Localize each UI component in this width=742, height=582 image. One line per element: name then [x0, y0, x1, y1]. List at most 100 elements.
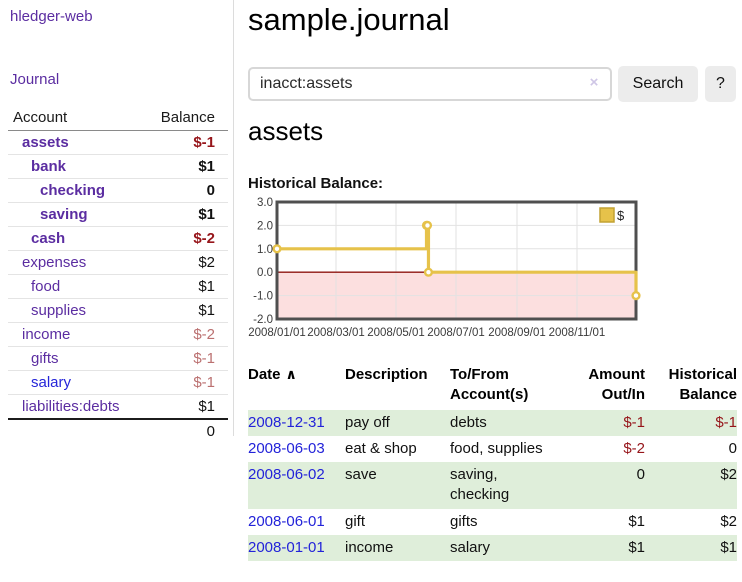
sidebar-item-journal[interactable]: Journal	[10, 71, 60, 88]
transaction-date-link[interactable]: 2008-06-03	[248, 439, 325, 457]
transaction-amount: 0	[636, 466, 645, 483]
account-row: bank $1	[8, 155, 228, 179]
sidebar-account-expenses[interactable]: expenses	[22, 254, 87, 271]
register-table: Date ∧ Description To/From Account(s) Amo…	[248, 363, 737, 561]
transaction-date-link[interactable]: 2008-01-01	[248, 538, 325, 556]
svg-text:-1.0: -1.0	[253, 291, 273, 303]
account-heading: assets	[248, 116, 324, 146]
svg-text:2008/03/01: 2008/03/01	[307, 327, 365, 339]
sidebar-account-income[interactable]: income	[22, 326, 71, 343]
account-balance: $-1	[193, 134, 215, 151]
register-row: 2008-12-31 pay off debts $-1 $-1	[248, 409, 737, 436]
accounts-table-header: Account Balance	[8, 106, 228, 131]
column-header-description: Description	[345, 366, 428, 383]
register-header-row: Date ∧ Description To/From Account(s) Amo…	[248, 363, 737, 410]
accounts-table: Account Balance assets $-1 bank $1 checking 0…	[8, 106, 228, 443]
account-balance: $-1	[193, 350, 215, 367]
search-form: × Search ?	[248, 66, 737, 102]
chart-title: Historical Balance:	[248, 175, 384, 192]
account-balance: $2	[198, 254, 215, 271]
svg-text:2008/07/01: 2008/07/01	[427, 327, 485, 339]
transaction-description: pay off	[345, 413, 390, 431]
column-header-amount: Amount Out/In	[588, 366, 645, 404]
transaction-description: gift	[345, 512, 366, 530]
accounts-total-row: 0	[8, 418, 228, 443]
sidebar-account-supplies[interactable]: supplies	[31, 302, 87, 319]
sidebar-account-liabilities-debts[interactable]: liabilities:debts	[22, 398, 120, 415]
svg-text:-2.0: -2.0	[253, 314, 273, 326]
transaction-description: income	[345, 538, 394, 556]
account-balance: $1	[198, 398, 215, 415]
account-row: saving $1	[8, 203, 228, 227]
transaction-historical-balance: $2	[720, 466, 737, 483]
sidebar-account-gifts[interactable]: gifts	[31, 350, 59, 367]
account-balance: $1	[198, 302, 215, 319]
search-button[interactable]: Search	[618, 66, 698, 102]
account-balance: $-2	[193, 230, 215, 247]
sidebar-account-food[interactable]: food	[31, 278, 61, 295]
transaction-accounts: salary	[450, 538, 491, 556]
transaction-date-link[interactable]: 2008-06-01	[248, 512, 325, 530]
transaction-historical-balance: $-1	[715, 413, 737, 431]
transaction-historical-balance: $1	[720, 538, 737, 556]
sidebar-account-assets[interactable]: assets	[22, 134, 69, 151]
column-header-balance: Historical Balance	[668, 366, 737, 404]
account-row: expenses $2	[8, 251, 228, 275]
sidebar-account-checking[interactable]: checking	[40, 182, 106, 199]
svg-text:$: $	[617, 208, 625, 223]
transaction-historical-balance: $2	[720, 512, 737, 530]
transaction-historical-balance: 0	[728, 439, 737, 457]
svg-text:2.0: 2.0	[257, 220, 273, 232]
register-row: 2008-06-01 gift gifts $1 $2	[248, 509, 737, 535]
search-input[interactable]	[248, 67, 612, 101]
accounts-header-balance: Balance	[160, 109, 215, 126]
svg-text:2008/01/01: 2008/01/01	[248, 327, 306, 339]
register-row: 2008-06-02 save saving, checking 0 $2	[248, 462, 737, 509]
account-balance: $1	[198, 278, 215, 295]
chart-legend: $	[599, 207, 625, 223]
svg-text:2008/09/01: 2008/09/01	[488, 327, 546, 339]
sidebar: hledger-web Journal Account Balance asse…	[0, 0, 234, 440]
svg-text:0.0: 0.0	[257, 267, 273, 279]
app-brand-link[interactable]: hledger-web	[10, 8, 93, 25]
accounts-total-value: 0	[206, 423, 215, 440]
sidebar-account-cash[interactable]: cash	[31, 230, 66, 247]
main-content: sample.journal × Search ? assets Histori…	[248, 0, 737, 582]
transaction-amount: $-1	[623, 413, 645, 431]
account-row: supplies $1	[8, 299, 228, 323]
transaction-amount: $1	[628, 512, 645, 530]
account-balance: $-2	[193, 326, 215, 343]
sidebar-account-saving[interactable]: saving	[40, 206, 88, 223]
svg-text:2008/11/01: 2008/11/01	[549, 327, 606, 339]
account-row: salary $-1	[8, 371, 228, 395]
transaction-description: eat & shop	[345, 439, 417, 457]
svg-text:3.0: 3.0	[257, 197, 273, 209]
accounts-header-account: Account	[13, 109, 68, 126]
transaction-date-link[interactable]: 2008-12-31	[248, 413, 325, 431]
transaction-accounts: debts	[450, 413, 487, 431]
transaction-amount: $-2	[623, 439, 645, 457]
register-row: 2008-06-03 eat & shop food, supplies $-2 0	[248, 436, 737, 462]
column-header-date[interactable]: Date ∧	[248, 366, 297, 383]
account-row: cash $-2	[8, 227, 228, 251]
transaction-amount: $1	[628, 538, 645, 556]
sort-ascending-icon: ∧	[285, 366, 297, 382]
transaction-description: save	[345, 466, 377, 483]
transaction-accounts: food, supplies	[450, 439, 543, 457]
sidebar-account-salary[interactable]: salary	[31, 374, 72, 391]
account-row: assets $-1	[8, 131, 228, 155]
page-title: sample.journal	[248, 2, 450, 37]
account-row: checking 0	[8, 179, 228, 203]
account-row: food $1	[8, 275, 228, 299]
account-balance: $-1	[193, 374, 215, 391]
transaction-date-link[interactable]: 2008-06-02	[248, 466, 325, 483]
transaction-accounts: gifts	[450, 512, 478, 530]
account-row: income $-2	[8, 323, 228, 347]
help-button[interactable]: ?	[705, 66, 736, 102]
account-balance: $1	[198, 158, 215, 175]
sidebar-account-bank[interactable]: bank	[31, 158, 67, 175]
account-balance: 0	[206, 182, 215, 199]
account-row: liabilities:debts $1	[8, 395, 228, 418]
clear-search-icon[interactable]: ×	[589, 74, 599, 91]
